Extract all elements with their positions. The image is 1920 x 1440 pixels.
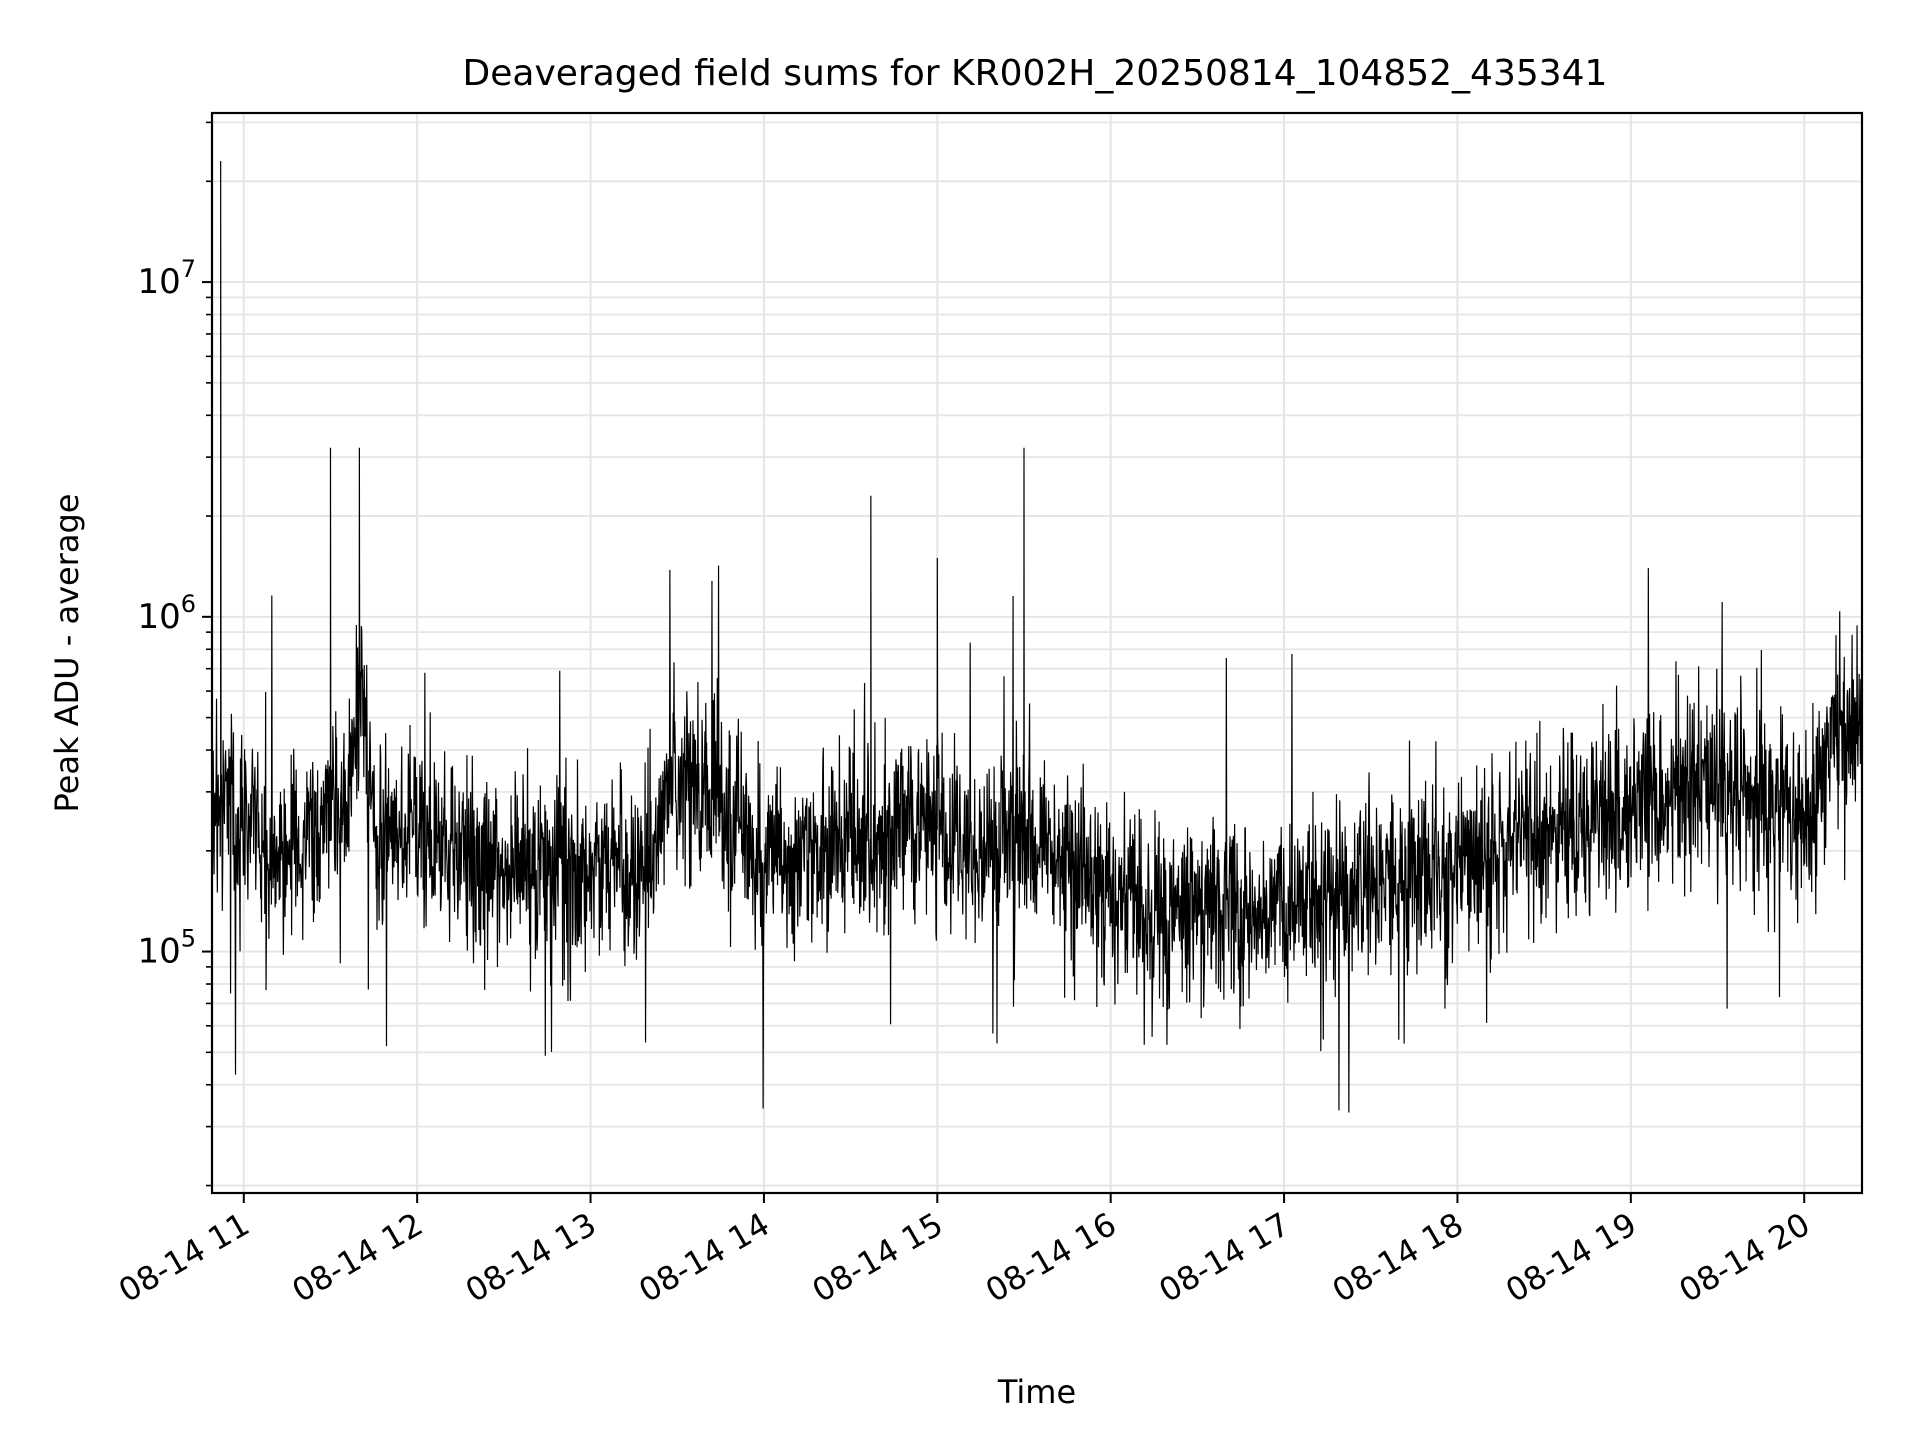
- plot-frame: [210, 111, 1864, 1195]
- y-axis-label: Peak ADU - average: [48, 494, 86, 813]
- y-tick-label: 107: [137, 255, 196, 302]
- y-tick-label: 106: [137, 590, 196, 637]
- y-tick-label: 105: [137, 925, 196, 972]
- series-line: [212, 161, 1862, 1113]
- chart-title: Deaveraged field sums for KR002H_2025081…: [463, 53, 1608, 94]
- x-axis-label: Time: [997, 1373, 1076, 1411]
- y-axis: 105 106 107: [137, 121, 212, 1187]
